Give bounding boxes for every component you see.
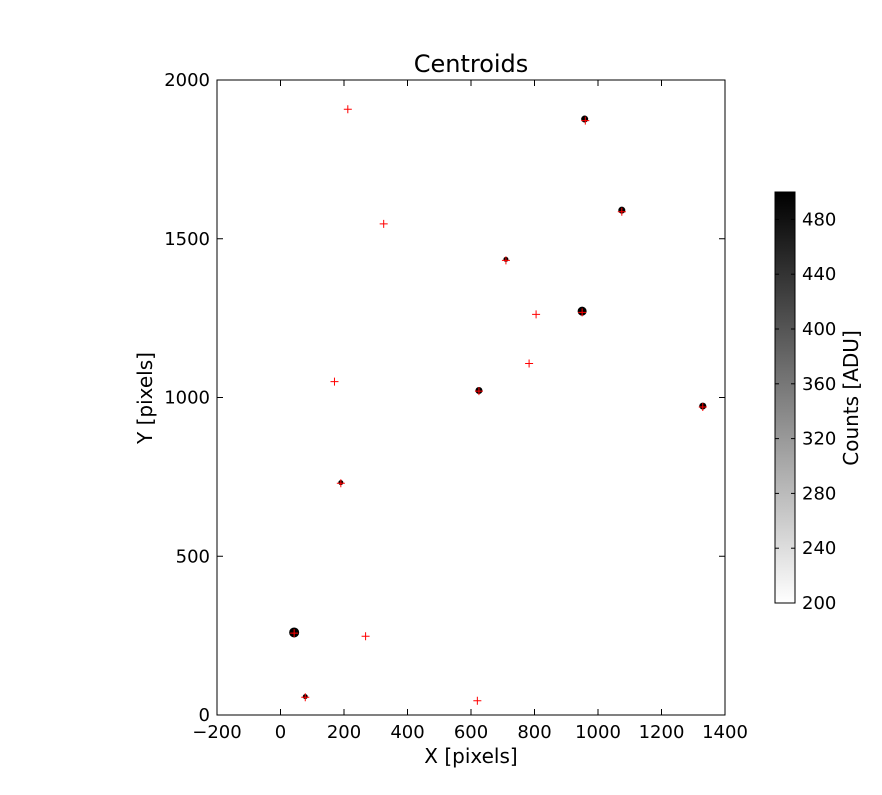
colorbar	[774, 191, 796, 604]
centroid-marker	[578, 308, 587, 317]
colorbar-label: Counts [ADU]	[839, 330, 863, 466]
centroid-marker	[532, 310, 541, 319]
x-tick-label: 200	[327, 722, 361, 743]
x-tick-label: 800	[517, 722, 551, 743]
colorbar-tick-label: 440	[802, 264, 836, 285]
centroid-marker	[581, 116, 590, 125]
x-tick-label: 400	[390, 722, 424, 743]
colorbar-tick-label: 480	[802, 209, 836, 230]
centroid-marker	[473, 696, 482, 705]
x-tick-label: 1000	[575, 722, 621, 743]
centroid-marker	[474, 387, 483, 396]
centroid-marker	[301, 693, 310, 702]
centroid-marker	[343, 105, 352, 114]
source-blob	[581, 115, 589, 123]
centroid-marker	[361, 632, 370, 641]
centroid-marker	[330, 377, 339, 386]
centroid-marker	[617, 207, 626, 216]
colorbar-tick-label: 240	[802, 538, 836, 559]
centroid-marker	[525, 359, 534, 368]
chart-title: Centroids	[414, 50, 529, 78]
colorbar-tick-label: 320	[802, 429, 836, 450]
x-tick-label: 1200	[639, 722, 685, 743]
colorbar-tick-label: 360	[802, 374, 836, 395]
x-tick-label: 600	[454, 722, 488, 743]
centroids-layer	[290, 105, 707, 705]
y-axis-label: Y [pixels]	[133, 352, 157, 445]
y-tick-label: 2000	[164, 70, 210, 91]
y-tick-label: 0	[199, 705, 210, 726]
y-tick-label: 1500	[164, 229, 210, 250]
centroid-marker	[501, 256, 510, 265]
x-tick-label: 0	[275, 722, 286, 743]
centroid-marker	[290, 629, 299, 638]
y-tick-label: 1000	[164, 388, 210, 409]
centroid-marker	[379, 219, 388, 228]
x-axis-label: X [pixels]	[424, 744, 517, 768]
colorbar-tick-label: 280	[802, 483, 836, 504]
colorbar-ticks: 200 240 280 320 360 400 440 480	[775, 209, 836, 614]
x-tick-label: 1400	[702, 722, 748, 743]
colorbar-tick-label: 400	[802, 319, 836, 340]
y-axis: 0 500 1000 1500 2000	[164, 70, 725, 726]
x-axis: −200 0 200 400 600 800 1000 1200 1400	[192, 80, 748, 743]
x-tick-label: −200	[192, 722, 241, 743]
plot-area	[216, 79, 726, 716]
centroid-marker	[336, 479, 345, 488]
colorbar-tick-label: 200	[802, 593, 836, 614]
centroid-marker	[698, 403, 707, 412]
y-tick-label: 500	[176, 546, 210, 567]
